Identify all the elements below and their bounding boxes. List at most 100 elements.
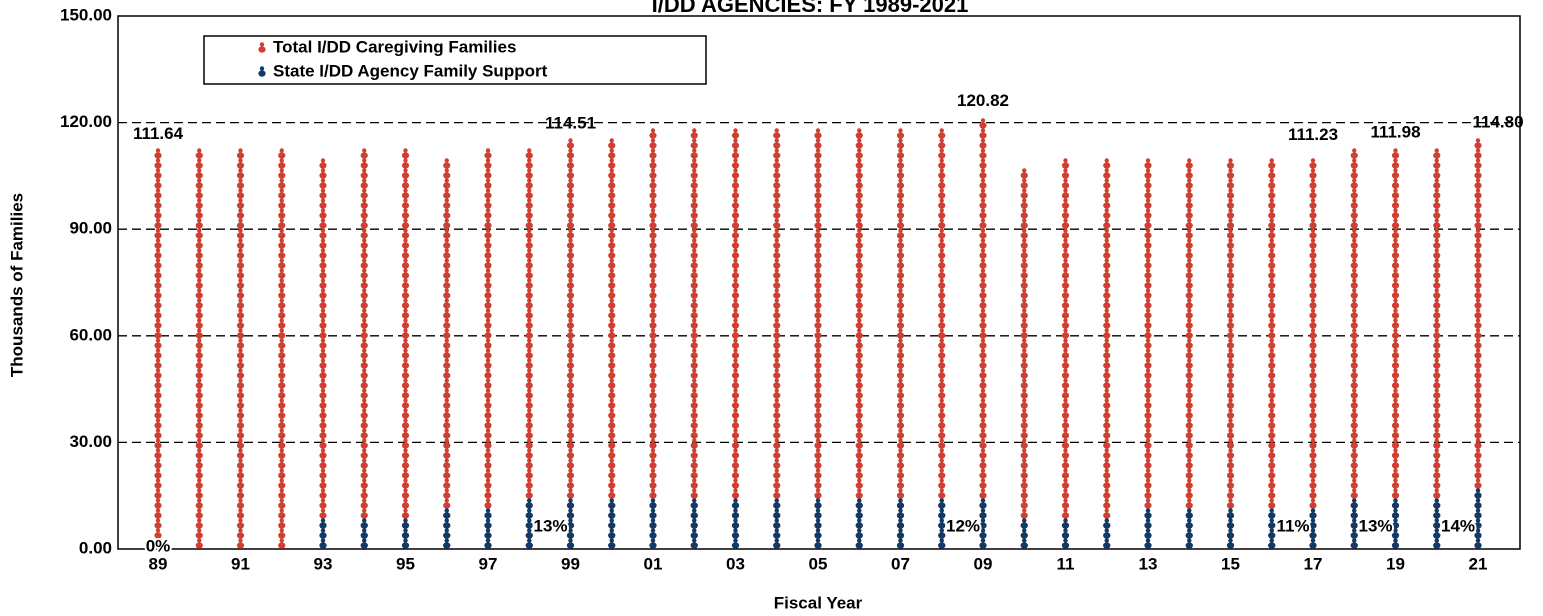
- x-tick-label: 17: [1304, 554, 1323, 573]
- icon-body: [566, 142, 575, 149]
- icon-body: [401, 202, 410, 209]
- icon-head: [1434, 238, 1439, 243]
- icon-head: [1063, 208, 1068, 213]
- icon-head: [1104, 468, 1109, 473]
- icon-head: [857, 298, 862, 303]
- icon-body: [814, 422, 822, 429]
- icon-body: [1391, 422, 1400, 429]
- icon-head: [527, 408, 532, 413]
- icon-body: [1061, 482, 1070, 489]
- icon-head: [1352, 498, 1357, 503]
- icon-head: [1393, 378, 1398, 383]
- icon-body: [1061, 322, 1070, 329]
- icon-head: [568, 328, 573, 333]
- icon-head: [1475, 298, 1481, 303]
- icon-head: [568, 338, 573, 343]
- icon-body: [1268, 302, 1276, 309]
- icon-body: [938, 452, 946, 459]
- icon-head: [1393, 438, 1398, 443]
- icon-body: [1103, 292, 1111, 299]
- icon-head: [733, 188, 738, 193]
- icon-head: [197, 178, 202, 183]
- icon-body: [979, 392, 987, 399]
- icon-body: [1226, 402, 1235, 409]
- icon-body: [1144, 522, 1152, 529]
- icon-head: [1145, 458, 1151, 463]
- icon-head: [444, 308, 449, 313]
- icon-body: [360, 442, 368, 449]
- icon-head: [279, 478, 284, 483]
- icon-head: [485, 268, 491, 273]
- icon-body: [195, 262, 203, 269]
- icon-body: [1474, 482, 1482, 489]
- icon-body: [566, 232, 575, 239]
- icon-body: [154, 242, 162, 249]
- icon-body: [773, 472, 781, 479]
- icon-body: [979, 472, 987, 479]
- icon-head: [1475, 388, 1481, 393]
- icon-head: [980, 248, 986, 253]
- icon-body: [566, 182, 575, 189]
- icon-body: [608, 262, 616, 269]
- icon-head: [939, 348, 944, 353]
- icon-head: [980, 308, 986, 313]
- icon-head: [1310, 498, 1316, 503]
- icon-head: [898, 198, 903, 203]
- icon-body: [1061, 402, 1070, 409]
- icon-head: [1228, 168, 1233, 173]
- icon-body: [855, 382, 863, 389]
- icon-head: [898, 428, 903, 433]
- icon-head: [238, 218, 243, 223]
- icon-head: [1393, 208, 1398, 213]
- icon-head: [898, 528, 903, 533]
- icon-body: [731, 462, 740, 469]
- icon-body: [1350, 192, 1358, 199]
- icon-body: [195, 532, 203, 539]
- icon-body: [401, 232, 410, 239]
- icon-head: [898, 238, 903, 243]
- icon-head: [155, 298, 161, 303]
- icon-body: [319, 462, 327, 469]
- icon-body: [855, 512, 863, 519]
- icon-head: [1104, 258, 1109, 263]
- icon-body: [1185, 532, 1193, 539]
- icon-head: [485, 508, 491, 513]
- icon-head: [238, 378, 243, 383]
- icon-head: [197, 508, 202, 513]
- icon-body: [1350, 382, 1358, 389]
- icon-body: [1474, 432, 1482, 439]
- icon-head: [1022, 358, 1027, 363]
- icon-head: [1187, 538, 1192, 543]
- icon-body: [278, 442, 286, 449]
- icon-head: [980, 328, 986, 333]
- icon-body: [1144, 322, 1152, 329]
- icon-head: [1310, 188, 1316, 193]
- icon-head: [1187, 318, 1192, 323]
- icon-body: [1144, 192, 1152, 199]
- icon-head: [857, 518, 862, 523]
- icon-body: [443, 212, 451, 219]
- icon-head: [403, 368, 408, 373]
- icon-head: [1104, 328, 1109, 333]
- icon-body: [443, 172, 451, 179]
- icon-body: [1226, 392, 1235, 399]
- icon-body: [1391, 282, 1400, 289]
- icon-body: [1103, 412, 1111, 419]
- icon-body: [649, 452, 657, 459]
- icon-body: [773, 262, 781, 269]
- icon-head: [238, 538, 243, 543]
- x-tick-label: 93: [314, 554, 333, 573]
- icon-head: [527, 198, 532, 203]
- icon-body: [938, 442, 946, 449]
- icon-head: [815, 278, 821, 283]
- icon-body: [1309, 182, 1317, 189]
- icon-head: [692, 398, 697, 403]
- icon-body: [401, 262, 410, 269]
- icon-head: [1228, 368, 1233, 373]
- icon-head: [155, 348, 161, 353]
- icon-body: [525, 472, 533, 479]
- icon-head: [980, 378, 986, 383]
- icon-head: [1063, 328, 1068, 333]
- icon-body: [649, 492, 657, 499]
- icon-body: [1474, 462, 1482, 469]
